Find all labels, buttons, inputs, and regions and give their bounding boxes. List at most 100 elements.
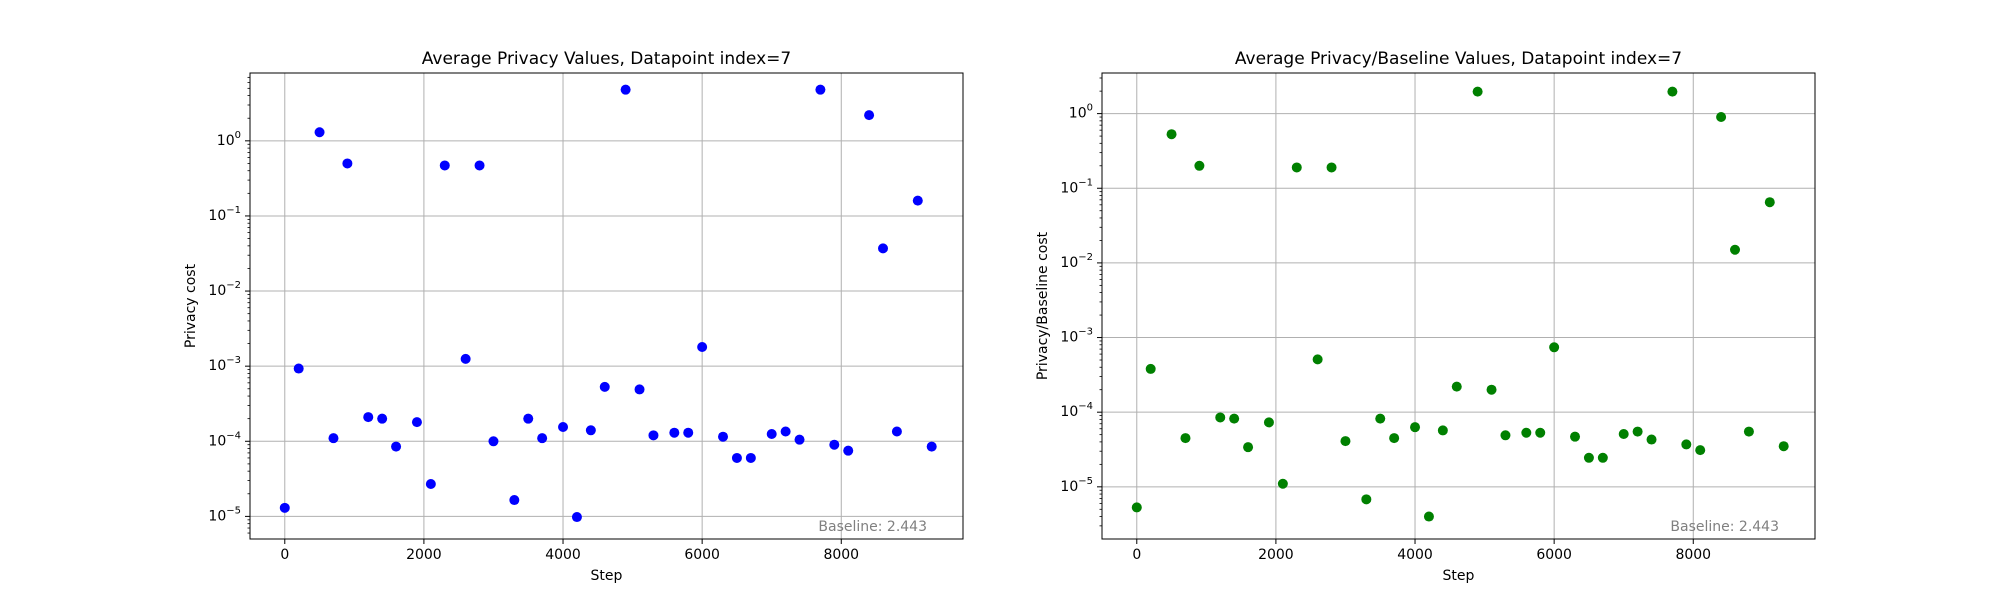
data-point: [558, 421, 569, 432]
data-point: [1486, 384, 1497, 395]
data-point: [1312, 354, 1323, 365]
data-point: [488, 436, 499, 447]
chart-panel-1: 0 2000 4000 6000 8000 10−5 10−4 10−3 10−2 10−1 100…: [183, 49, 964, 584]
data-point: [864, 110, 875, 121]
x-tick-label: 8000: [1675, 547, 1711, 563]
x-tick-label: 4000: [545, 547, 581, 563]
data-point: [1215, 412, 1226, 423]
y-tick-label: 10−2: [1060, 252, 1093, 271]
x-tick-label: 8000: [823, 547, 859, 563]
data-point: [634, 384, 645, 395]
y-tick-label: 10−5: [208, 505, 241, 524]
data-point: [1410, 422, 1421, 433]
data-point: [1764, 197, 1775, 208]
data-point: [1472, 86, 1483, 97]
data-point: [1597, 452, 1608, 463]
data-point: [1521, 427, 1532, 438]
data-point: [411, 417, 422, 428]
data-point: [1145, 363, 1156, 374]
x-tick-label: 6000: [684, 547, 720, 563]
data-point: [1549, 342, 1560, 353]
data-point: [1681, 439, 1692, 450]
data-point: [585, 425, 596, 436]
y-tick-label: 10−5: [1060, 476, 1093, 495]
data-point: [1229, 413, 1240, 424]
data-point: [537, 433, 548, 444]
data-point: [878, 243, 889, 254]
data-point: [1500, 430, 1511, 441]
data-point: [648, 430, 659, 441]
data-point: [1451, 381, 1462, 392]
data-point: [1326, 162, 1337, 173]
data-point: [697, 341, 708, 352]
data-point: [1667, 86, 1678, 97]
data-point: [1570, 431, 1581, 442]
y-tick-label: 10−4: [208, 430, 241, 449]
data-point: [314, 127, 325, 138]
chart-title: Average Privacy Values, Datapoint index=…: [422, 49, 791, 69]
data-point: [1291, 162, 1302, 173]
chart-panel-2: 0 2000 4000 6000 8000 10−5 10−4 10−3 10−2 10−1 100…: [1035, 49, 1816, 584]
x-axis-label: Step: [1443, 568, 1475, 584]
y-tick-label: 100: [217, 130, 241, 149]
data-point: [1730, 244, 1741, 255]
data-point: [1423, 511, 1434, 522]
data-point: [731, 452, 742, 463]
data-point: [1695, 445, 1706, 456]
data-point: [571, 512, 582, 523]
data-point: [1632, 426, 1643, 437]
data-point: [1389, 433, 1400, 444]
data-point: [1618, 429, 1629, 440]
y-tick-label: 10−3: [1060, 327, 1093, 346]
plot-area-frame: [1101, 72, 1816, 540]
y-tick-label: 10−2: [208, 280, 241, 299]
y-tick-label: 10−1: [208, 205, 241, 224]
chart-title: Average Privacy/Baseline Values, Datapoi…: [1235, 49, 1682, 69]
data-point: [1166, 129, 1177, 140]
data-point: [391, 441, 402, 452]
x-tick-label: 6000: [1536, 547, 1572, 563]
y-tick-label: 10−3: [208, 355, 241, 374]
data-point: [683, 427, 694, 438]
data-point: [843, 445, 854, 456]
data-point: [1243, 442, 1254, 453]
data-point: [926, 441, 937, 452]
data-point: [794, 434, 805, 445]
data-point: [377, 413, 388, 424]
data-point: [460, 353, 471, 364]
data-point: [1583, 452, 1594, 463]
baseline-annotation: Baseline: 2.443: [1670, 519, 1779, 535]
data-point: [1716, 112, 1727, 123]
data-point: [293, 363, 304, 374]
data-point: [1437, 425, 1448, 436]
x-tick-label: 4000: [1397, 547, 1433, 563]
data-point: [599, 381, 610, 392]
x-tick-label: 0: [1132, 547, 1141, 563]
data-point: [815, 84, 826, 95]
data-point: [1375, 413, 1386, 424]
y-tick-label: 10−1: [1060, 177, 1093, 196]
data-point: [1340, 436, 1351, 447]
data-point: [1743, 426, 1754, 437]
data-point: [718, 431, 729, 442]
data-point: [1180, 433, 1191, 444]
data-point: [279, 502, 290, 513]
data-point: [439, 160, 450, 171]
y-axis-label: Privacy cost: [183, 263, 199, 348]
data-point: [1131, 502, 1142, 513]
y-axis-label: Privacy/Baseline cost: [1035, 231, 1051, 380]
data-point: [1361, 494, 1372, 505]
data-point: [1194, 160, 1205, 171]
x-tick-label: 2000: [1258, 547, 1294, 563]
baseline-annotation: Baseline: 2.443: [818, 519, 927, 535]
data-point: [780, 426, 791, 437]
data-point: [766, 428, 777, 439]
y-tick-label: 100: [1069, 103, 1093, 122]
data-point: [669, 427, 680, 438]
data-point: [509, 495, 520, 506]
data-point: [363, 412, 374, 423]
data-point: [474, 160, 485, 171]
data-point: [912, 195, 923, 206]
